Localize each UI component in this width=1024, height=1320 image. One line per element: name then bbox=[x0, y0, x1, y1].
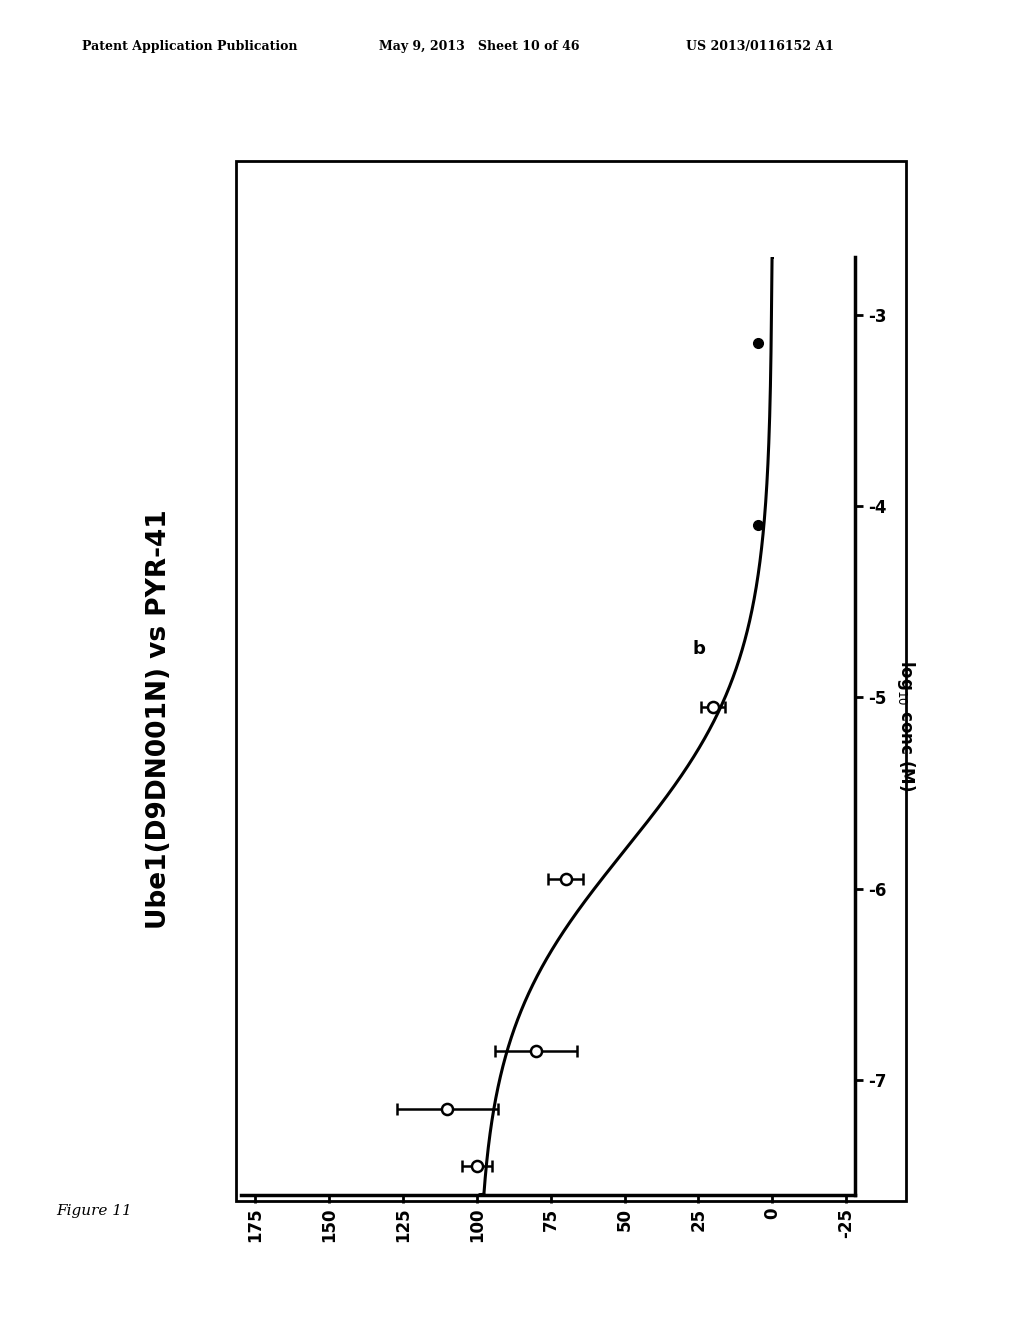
Y-axis label: log$_{10}$ conc (M): log$_{10}$ conc (M) bbox=[895, 660, 918, 792]
Text: Figure 11: Figure 11 bbox=[56, 1204, 132, 1218]
Text: b: b bbox=[692, 640, 706, 659]
Text: May 9, 2013   Sheet 10 of 46: May 9, 2013 Sheet 10 of 46 bbox=[379, 40, 580, 53]
Text: US 2013/0116152 A1: US 2013/0116152 A1 bbox=[686, 40, 834, 53]
Text: Patent Application Publication: Patent Application Publication bbox=[82, 40, 297, 53]
Text: Ube1(D9DN001N) vs PYR-41: Ube1(D9DN001N) vs PYR-41 bbox=[145, 510, 172, 929]
